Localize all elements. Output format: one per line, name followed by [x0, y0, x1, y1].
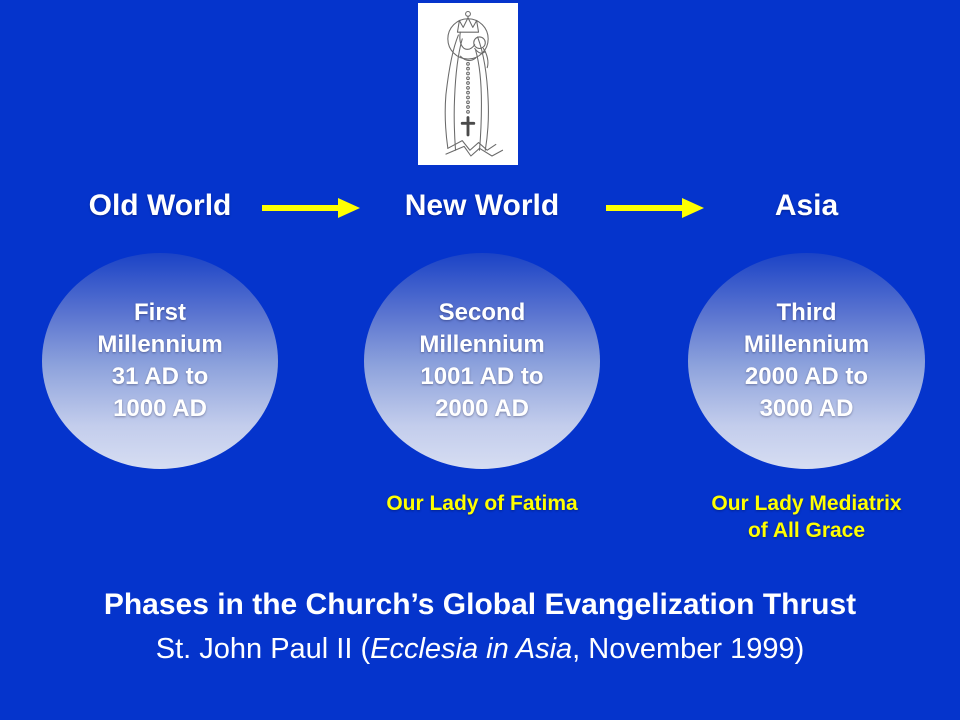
circle-line: 1001 AD to	[420, 363, 544, 390]
caption-our-lady-of-fatima: Our Lady of Fatima	[334, 490, 630, 517]
phase-old-world: Old World First Millennium 31 AD to 1000…	[42, 0, 278, 720]
circle-line: 2000 AD	[435, 395, 529, 422]
our-lady-icon	[444, 10, 504, 157]
circle-line: 2000 AD to	[744, 363, 869, 390]
region-label: New World	[404, 189, 560, 222]
millennium-circle: Second Millennium 1001 AD to 2000 AD	[364, 253, 600, 469]
subtitle-italic: Ecclesia in Asia	[370, 633, 573, 665]
circle-line: Millennium	[743, 331, 870, 358]
circle-line: Second	[438, 299, 526, 326]
circle-line: 1000 AD	[113, 395, 207, 422]
phase-asia: Asia Third Millennium 2000 AD to 3000 AD…	[688, 0, 925, 720]
footer-subtitle: St. John Paul II (Ecclesia in Asia, Nove…	[0, 630, 960, 668]
circle-line: 31 AD to	[111, 363, 209, 390]
circle-line: Millennium	[97, 331, 223, 358]
region-label: Asia	[774, 189, 839, 222]
circle-line: Millennium	[419, 331, 545, 358]
circle-line: 3000 AD	[759, 395, 854, 422]
millennium-circle: Third Millennium 2000 AD to 3000 AD	[688, 253, 925, 469]
region-label: Old World	[88, 189, 232, 222]
caption-our-lady-mediatrix: Our Lady Mediatrix of All Grace	[658, 490, 955, 544]
our-lady-image-panel	[418, 3, 518, 165]
subtitle-suffix: , November 1999)	[572, 633, 805, 665]
caption-line: of All Grace	[747, 519, 866, 542]
caption-line: Our Lady of Fatima	[386, 492, 578, 515]
arrow-right-icon	[262, 198, 360, 218]
arrow-right-icon	[606, 198, 704, 218]
footer-title: Phases in the Church’s Global Evangeliza…	[103, 588, 857, 621]
circle-line: Third	[776, 299, 837, 326]
subtitle-prefix: St. John Paul II (	[155, 633, 371, 665]
caption-line: Our Lady Mediatrix	[711, 492, 902, 515]
phase-new-world: New World Second Millennium 1001 AD to 2…	[364, 0, 600, 720]
circle-line: First	[133, 299, 186, 326]
millennium-circle: First Millennium 31 AD to 1000 AD	[42, 253, 278, 469]
